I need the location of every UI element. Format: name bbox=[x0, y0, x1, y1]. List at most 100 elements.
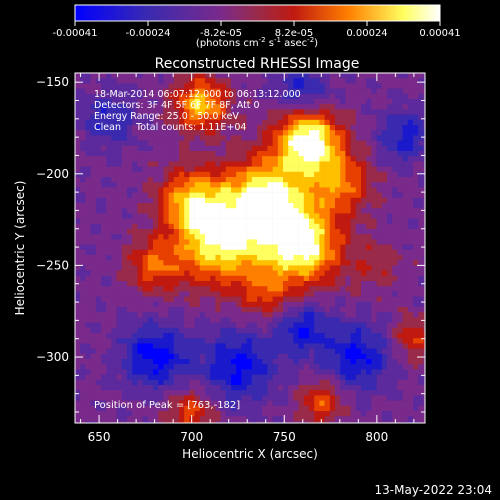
heatmap-cell bbox=[262, 416, 268, 422]
heatmap-cell bbox=[329, 322, 336, 329]
heatmap-cell bbox=[215, 229, 221, 235]
heatmap-cell bbox=[324, 125, 331, 131]
heatmap-cell bbox=[257, 161, 263, 167]
heatmap-cell bbox=[220, 203, 227, 209]
heatmap-cell bbox=[95, 83, 102, 89]
heatmap-cell bbox=[116, 385, 123, 391]
heatmap-cell bbox=[303, 255, 310, 261]
heatmap-cell bbox=[366, 99, 372, 105]
heatmap-cell bbox=[288, 369, 294, 375]
heatmap-cell bbox=[241, 348, 247, 355]
heatmap-cell bbox=[210, 291, 216, 297]
heatmap-cell bbox=[241, 99, 247, 105]
heatmap-cell bbox=[402, 301, 409, 308]
heatmap-cell bbox=[241, 171, 247, 178]
heatmap-cell bbox=[75, 135, 81, 141]
heatmap-cell bbox=[303, 317, 310, 323]
heatmap-cell bbox=[340, 78, 346, 84]
heatmap-cell bbox=[335, 260, 341, 266]
heatmap-cell bbox=[241, 234, 247, 240]
heatmap-cell bbox=[184, 119, 190, 126]
heatmap-cell bbox=[189, 395, 195, 401]
heatmap-cell bbox=[153, 317, 159, 323]
heatmap-cell bbox=[137, 161, 143, 167]
heatmap-cell bbox=[319, 182, 325, 188]
heatmap-cell bbox=[283, 353, 289, 360]
heatmap-cell bbox=[277, 182, 284, 188]
heatmap-cell bbox=[251, 125, 258, 131]
heatmap-cell bbox=[402, 327, 409, 334]
heatmap-cell bbox=[387, 73, 393, 79]
heatmap-cell bbox=[194, 187, 201, 193]
heatmap-cell bbox=[277, 333, 284, 339]
heatmap-cell bbox=[90, 161, 97, 167]
heatmap-cell bbox=[324, 416, 331, 422]
heatmap-cell bbox=[371, 322, 377, 329]
heatmap-cell bbox=[298, 343, 305, 349]
heatmap-cell bbox=[205, 322, 211, 329]
heatmap-cell bbox=[101, 400, 107, 407]
heatmap-cell bbox=[381, 140, 388, 147]
heatmap-cell bbox=[231, 104, 237, 110]
heatmap-cell bbox=[387, 151, 393, 157]
heatmap-cell bbox=[324, 286, 331, 292]
heatmap-cell bbox=[246, 364, 253, 370]
heatmap-cell bbox=[116, 187, 123, 193]
heatmap-cell bbox=[387, 400, 393, 407]
heatmap-cell bbox=[272, 177, 279, 183]
heatmap-cell bbox=[402, 203, 409, 209]
heatmap-cell bbox=[319, 317, 325, 323]
heatmap-cell bbox=[361, 177, 367, 183]
heatmap-cell bbox=[262, 244, 268, 251]
heatmap-cell bbox=[210, 317, 216, 323]
heatmap-cell bbox=[80, 93, 86, 100]
heatmap-cell bbox=[127, 156, 133, 162]
heatmap-cell bbox=[387, 416, 393, 422]
heatmap-cell bbox=[231, 93, 237, 100]
heatmap-cell bbox=[413, 125, 419, 131]
heatmap-cell bbox=[324, 327, 331, 334]
heatmap-cell bbox=[215, 182, 221, 188]
heatmap-cell bbox=[220, 275, 227, 282]
heatmap-cell bbox=[158, 291, 164, 297]
heatmap-cell bbox=[80, 145, 86, 152]
heatmap-cell bbox=[340, 265, 346, 271]
heatmap-cell bbox=[324, 145, 331, 152]
heatmap-cell bbox=[85, 203, 91, 209]
heatmap-cell bbox=[392, 234, 398, 240]
heatmap-cell bbox=[142, 275, 149, 282]
heatmap-cell bbox=[168, 405, 175, 412]
heatmap-cell bbox=[142, 249, 149, 256]
heatmap-cell bbox=[293, 83, 299, 89]
heatmap-cell bbox=[215, 260, 221, 266]
heatmap-cell bbox=[335, 83, 341, 89]
heatmap-cell bbox=[345, 317, 351, 323]
heatmap-cell bbox=[184, 333, 190, 339]
heatmap-cell bbox=[303, 369, 310, 375]
heatmap-cell bbox=[402, 411, 409, 417]
heatmap-cell bbox=[85, 177, 91, 183]
heatmap-cell bbox=[376, 104, 383, 110]
heatmap-cell bbox=[376, 369, 383, 375]
heatmap-cell bbox=[366, 239, 372, 245]
heatmap-cell bbox=[303, 390, 310, 396]
heatmap-cell bbox=[215, 359, 221, 365]
heatmap-cell bbox=[75, 187, 81, 193]
heatmap-cell bbox=[184, 395, 190, 401]
heatmap-cell bbox=[303, 327, 310, 334]
heatmap-cell bbox=[101, 281, 107, 287]
heatmap-cell bbox=[158, 135, 164, 141]
heatmap-cell bbox=[111, 374, 117, 381]
heatmap-cell bbox=[95, 333, 102, 339]
heatmap-cell bbox=[80, 260, 86, 266]
heatmap-cell bbox=[168, 151, 175, 157]
heatmap-cell bbox=[397, 327, 403, 334]
heatmap-cell bbox=[132, 281, 138, 287]
heatmap-cell bbox=[220, 255, 227, 261]
heatmap-cell bbox=[205, 239, 211, 245]
heatmap-cell bbox=[340, 348, 346, 355]
heatmap-cell bbox=[205, 369, 211, 375]
heatmap-cell bbox=[277, 281, 284, 287]
heatmap-cell bbox=[231, 364, 237, 370]
heatmap-cell bbox=[116, 322, 123, 329]
